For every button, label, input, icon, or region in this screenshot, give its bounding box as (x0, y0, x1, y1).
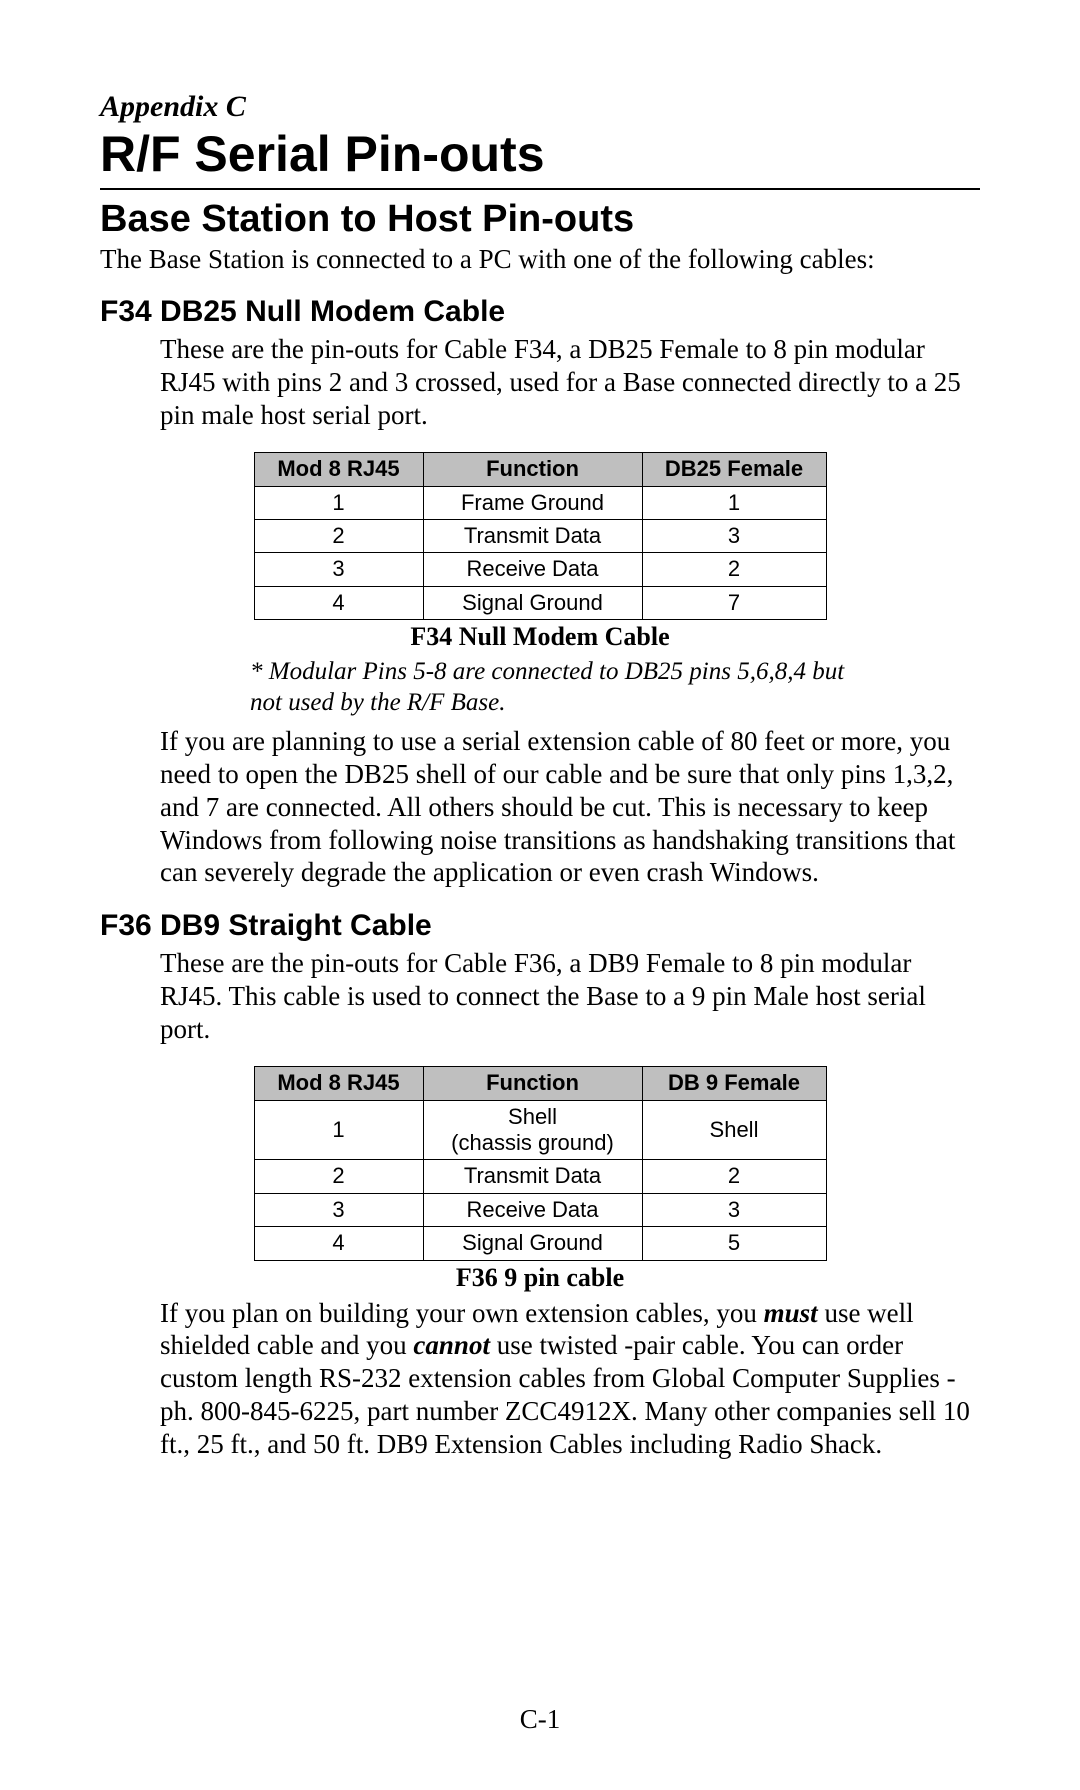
table-row: 4 Signal Ground 5 (254, 1227, 826, 1260)
table-row: 3 Receive Data 3 (254, 1193, 826, 1226)
col-header: DB 9 Female (642, 1067, 826, 1100)
f34-table: Mod 8 RJ45 Function DB25 Female 1 Frame … (254, 452, 827, 620)
cell: 2 (642, 553, 826, 586)
table-row: 1 Shell(chassis ground) Shell (254, 1100, 826, 1160)
f34-para2: If you are planning to use a serial exte… (160, 725, 980, 890)
f36-heading: F36 DB9 Straight Cable (100, 909, 980, 943)
cell: 2 (254, 520, 423, 553)
cell: Signal Ground (423, 1227, 642, 1260)
emphasis-must: must (764, 1298, 818, 1328)
col-header: Mod 8 RJ45 (254, 1067, 423, 1100)
cell: 1 (254, 486, 423, 519)
page: Appendix C R/F Serial Pin-outs Base Stat… (0, 0, 1080, 1790)
f36-caption: F36 9 pin cable (100, 1263, 980, 1293)
cell: 3 (642, 1193, 826, 1226)
cell: 3 (642, 520, 826, 553)
cell: Shell(chassis ground) (423, 1100, 642, 1160)
cell: Receive Data (423, 553, 642, 586)
emphasis-cannot: cannot (413, 1330, 490, 1360)
table-row: 2 Transmit Data 2 (254, 1160, 826, 1193)
cell: 2 (642, 1160, 826, 1193)
cell: 7 (642, 586, 826, 619)
f34-caption: F34 Null Modem Cable (100, 622, 980, 652)
cell: Shell (642, 1100, 826, 1160)
text: If you plan on building your own extensi… (160, 1298, 764, 1328)
cell: 3 (254, 553, 423, 586)
cell: 4 (254, 1227, 423, 1260)
cell: Transmit Data (423, 520, 642, 553)
page-title: R/F Serial Pin-outs (100, 126, 980, 184)
table-row: 3 Receive Data 2 (254, 553, 826, 586)
table-header-row: Mod 8 RJ45 Function DB25 Female (254, 453, 826, 486)
f36-description: These are the pin-outs for Cable F36, a … (160, 947, 980, 1046)
table-row: 4 Signal Ground 7 (254, 586, 826, 619)
table-row: 1 Frame Ground 1 (254, 486, 826, 519)
f36-para2: If you plan on building your own extensi… (160, 1297, 980, 1462)
col-header: Function (423, 453, 642, 486)
cell: Signal Ground (423, 586, 642, 619)
cell: 1 (254, 1100, 423, 1160)
f34-heading: F34 DB25 Null Modem Cable (100, 295, 980, 329)
cell: 4 (254, 586, 423, 619)
table-header-row: Mod 8 RJ45 Function DB 9 Female (254, 1067, 826, 1100)
appendix-label: Appendix C (100, 90, 980, 124)
f36-table: Mod 8 RJ45 Function DB 9 Female 1 Shell(… (254, 1066, 827, 1260)
f34-description: These are the pin-outs for Cable F34, a … (160, 333, 980, 432)
col-header: Mod 8 RJ45 (254, 453, 423, 486)
col-header: Function (423, 1067, 642, 1100)
cell: 5 (642, 1227, 826, 1260)
col-header: DB25 Female (642, 453, 826, 486)
table-row: 2 Transmit Data 3 (254, 520, 826, 553)
cell: Transmit Data (423, 1160, 642, 1193)
title-rule (100, 188, 980, 190)
page-number: C-1 (0, 1704, 1080, 1735)
cell: Frame Ground (423, 486, 642, 519)
section-intro: The Base Station is connected to a PC wi… (100, 243, 980, 276)
section-heading: Base Station to Host Pin-outs (100, 198, 980, 241)
cell: 1 (642, 486, 826, 519)
cell: Receive Data (423, 1193, 642, 1226)
f34-footnote: * Modular Pins 5-8 are connected to DB25… (250, 656, 980, 719)
cell: 2 (254, 1160, 423, 1193)
cell: 3 (254, 1193, 423, 1226)
